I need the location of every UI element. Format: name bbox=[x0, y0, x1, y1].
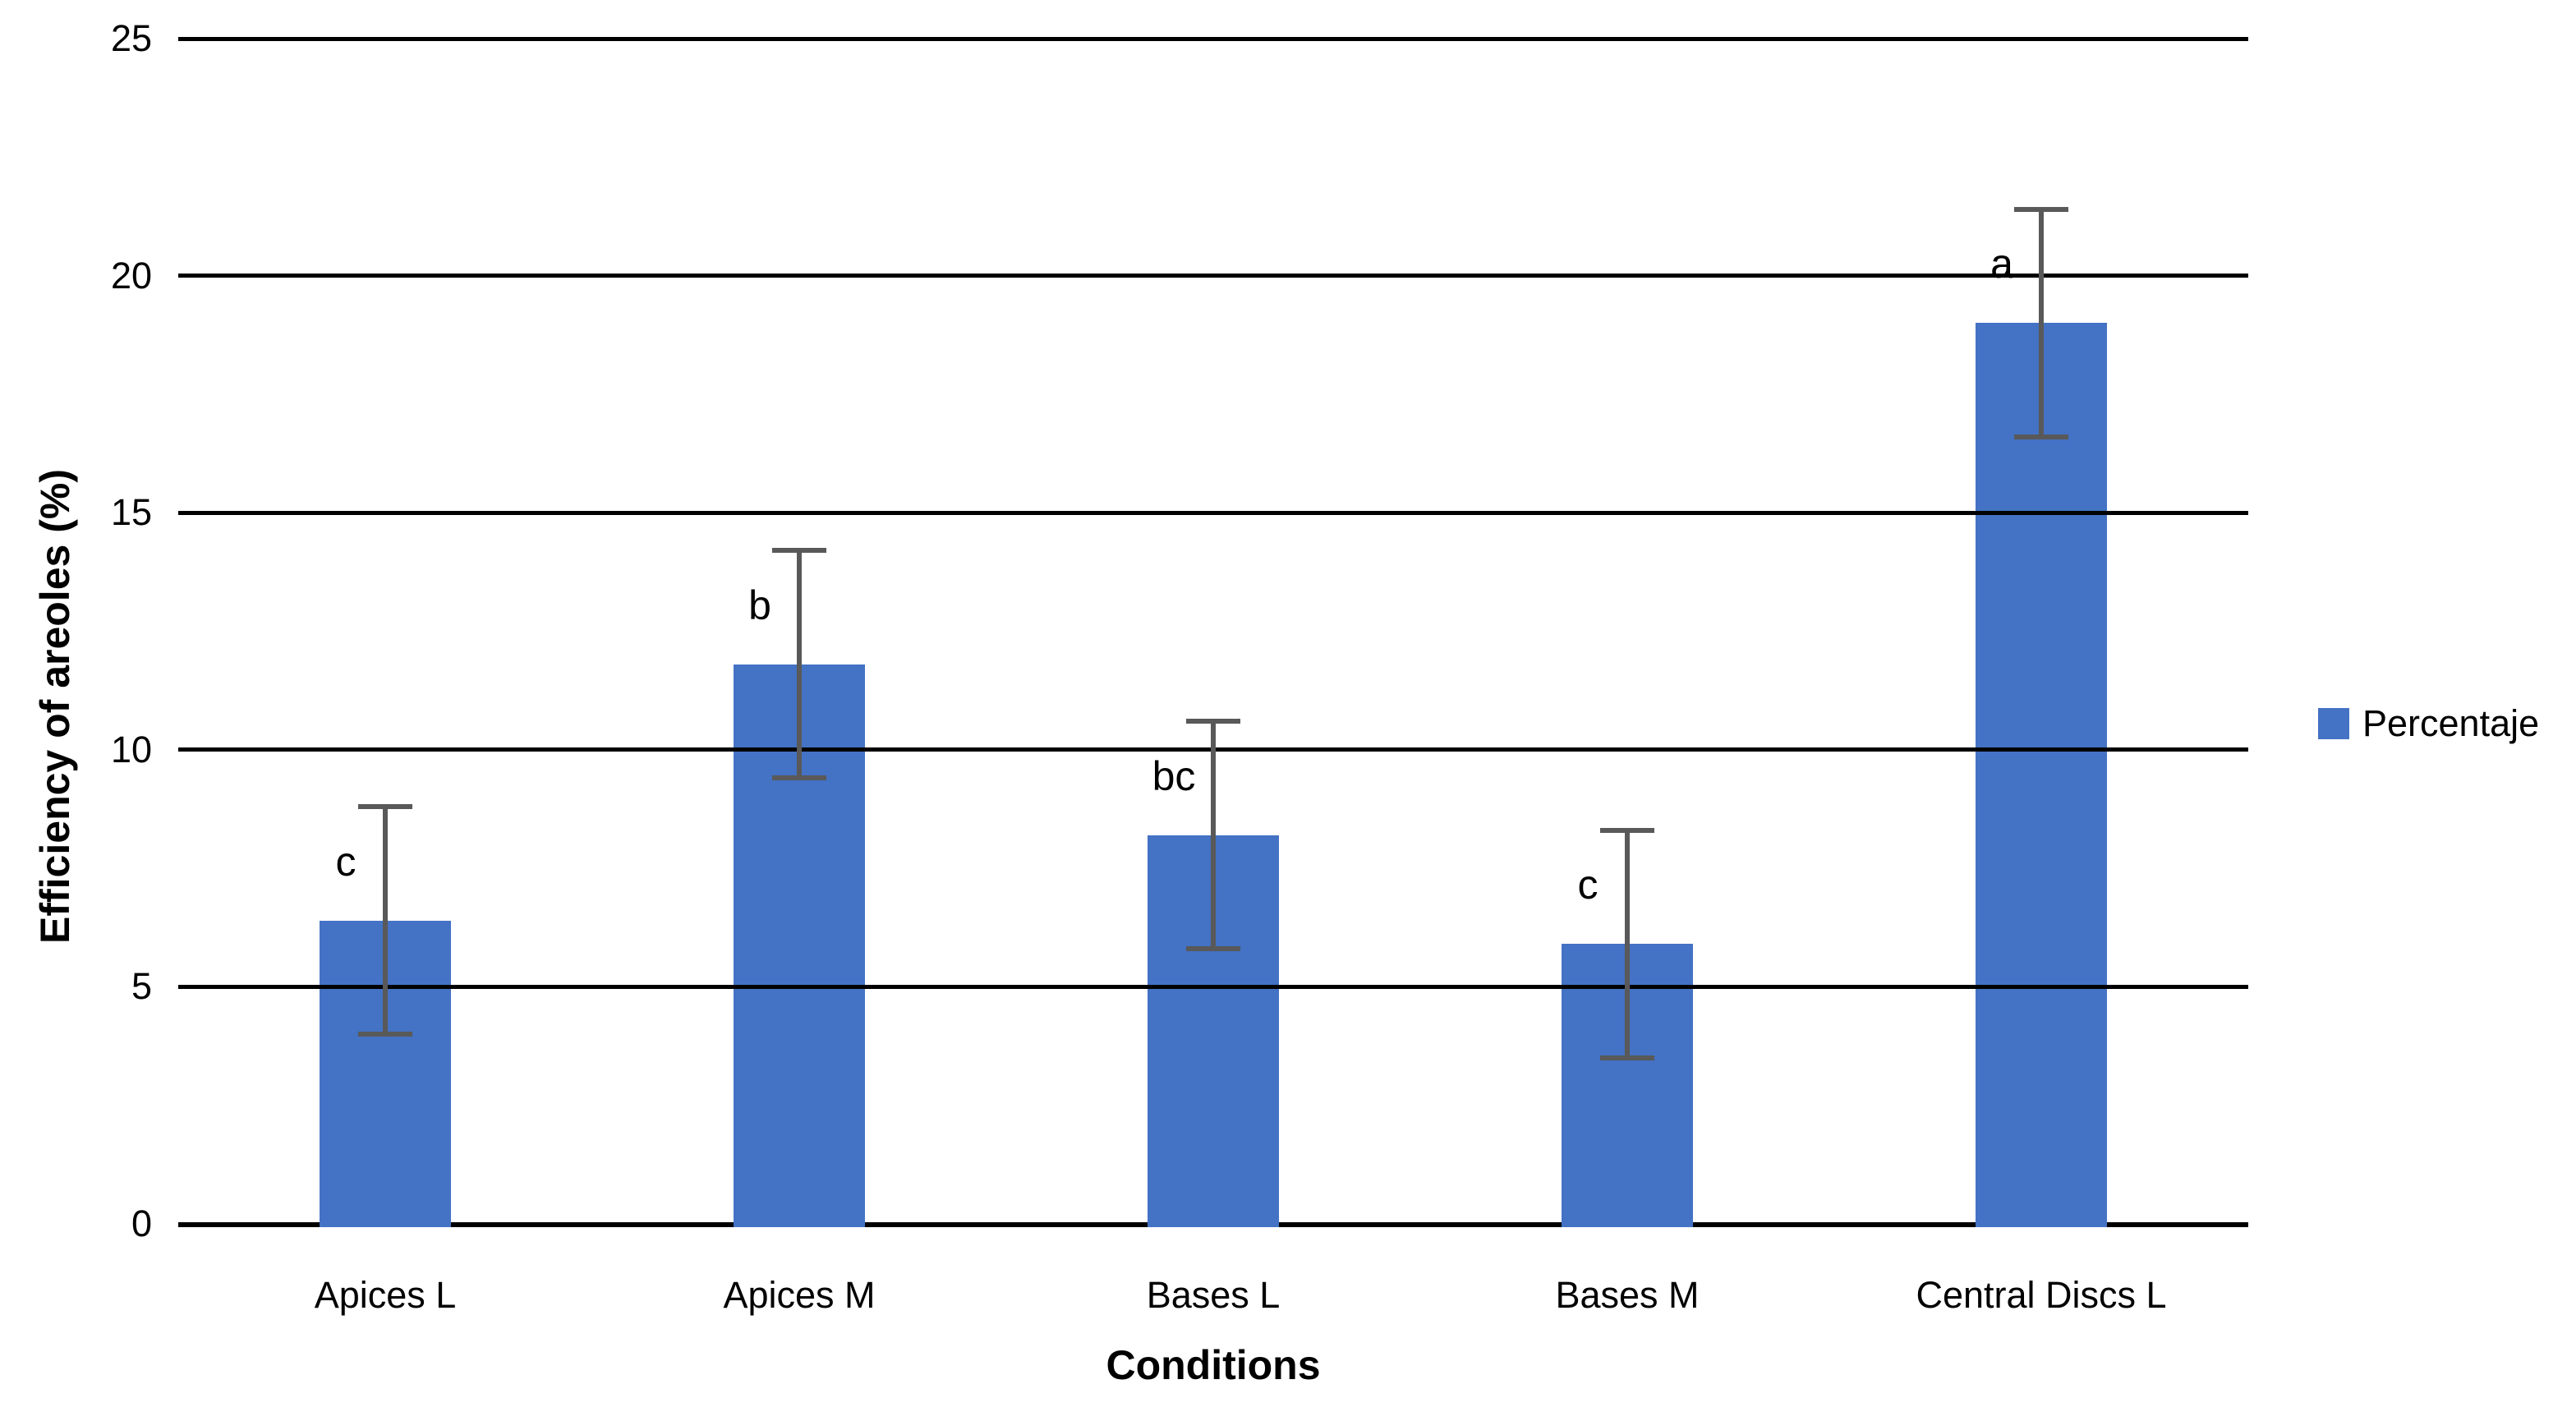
error-bar-cap-top bbox=[772, 548, 826, 554]
x-axis-title: Conditions bbox=[1106, 1342, 1321, 1388]
significance-letter-bases-l: bc bbox=[1152, 752, 1196, 799]
x-category-label-central-discs-l: Central Discs L bbox=[1916, 1274, 2167, 1316]
error-bar-cap-top bbox=[2014, 206, 2068, 212]
y-tick-label-20: 20 bbox=[110, 254, 152, 297]
x-category-label-apices-m: Apices M bbox=[723, 1274, 876, 1316]
gridline-15 bbox=[178, 510, 2248, 515]
significance-letter-central-discs-l: a bbox=[1990, 241, 2013, 287]
error-bar-cap-bottom bbox=[1186, 946, 1240, 952]
error-bar-line bbox=[2039, 209, 2044, 437]
gridline-5 bbox=[178, 984, 2248, 989]
y-tick-label-25: 25 bbox=[110, 17, 152, 59]
x-category-label-apices-l: Apices L bbox=[314, 1274, 457, 1316]
significance-letter-bases-m: c bbox=[1577, 862, 1598, 908]
error-bar-cap-top bbox=[358, 804, 412, 810]
gridline-20 bbox=[178, 274, 2248, 278]
error-bar-line bbox=[1211, 721, 1216, 950]
error-bar-line bbox=[797, 550, 802, 779]
error-bar-cap-bottom bbox=[772, 775, 826, 781]
error-bar-cap-top bbox=[1600, 827, 1654, 833]
y-axis-title: Efficiency of areoles (%) bbox=[32, 469, 78, 944]
legend: Percentaje bbox=[2318, 702, 2539, 745]
x-category-label-bases-l: Bases L bbox=[1146, 1274, 1281, 1316]
error-bar-cap-bottom bbox=[358, 1032, 412, 1037]
error-bar-cap-top bbox=[1186, 719, 1240, 724]
error-bar-line bbox=[383, 807, 388, 1035]
legend-swatch-icon bbox=[2318, 708, 2349, 739]
x-category-label-bases-m: Bases M bbox=[1555, 1274, 1700, 1316]
bar-central-discs-l bbox=[1976, 323, 2107, 1227]
gridline-25 bbox=[178, 36, 2248, 41]
y-tick-label-5: 5 bbox=[131, 965, 152, 1008]
legend-label: Percentaje bbox=[2362, 702, 2540, 744]
significance-letter-apices-l: c bbox=[335, 838, 356, 885]
significance-letter-apices-m: b bbox=[748, 582, 771, 628]
y-tick-label-15: 15 bbox=[110, 491, 152, 534]
error-bar-cap-bottom bbox=[1600, 1055, 1654, 1060]
error-bar-cap-bottom bbox=[2014, 434, 2068, 439]
y-tick-label-10: 10 bbox=[110, 728, 152, 770]
y-tick-label-0: 0 bbox=[131, 1203, 152, 1244]
error-bar-line bbox=[1625, 830, 1630, 1058]
